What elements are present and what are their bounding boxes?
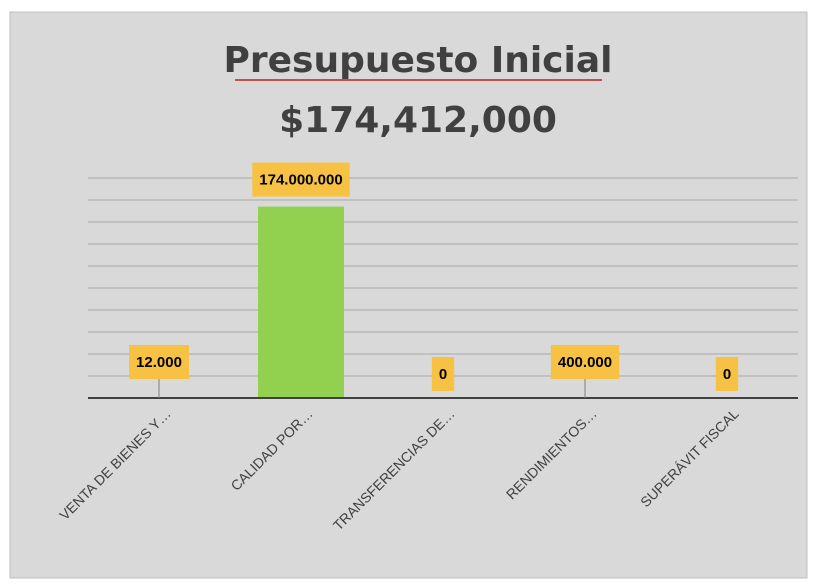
data-label-box xyxy=(715,357,739,391)
bar xyxy=(258,206,344,398)
chart-background xyxy=(9,11,808,579)
chart-subtitle: $174,412,000 xyxy=(279,100,557,141)
data-label: 0 xyxy=(439,366,447,383)
data-label-box xyxy=(431,357,455,391)
data-label-box xyxy=(129,345,189,379)
data-label-box xyxy=(252,162,350,197)
data-label: 0 xyxy=(723,366,731,383)
data-label: 12.000 xyxy=(136,354,182,371)
data-label: 174.000.000 xyxy=(259,172,342,189)
data-label-box xyxy=(550,345,620,379)
chart-title: Presupuesto Inicial xyxy=(223,40,612,81)
data-label: 400.000 xyxy=(558,354,612,371)
